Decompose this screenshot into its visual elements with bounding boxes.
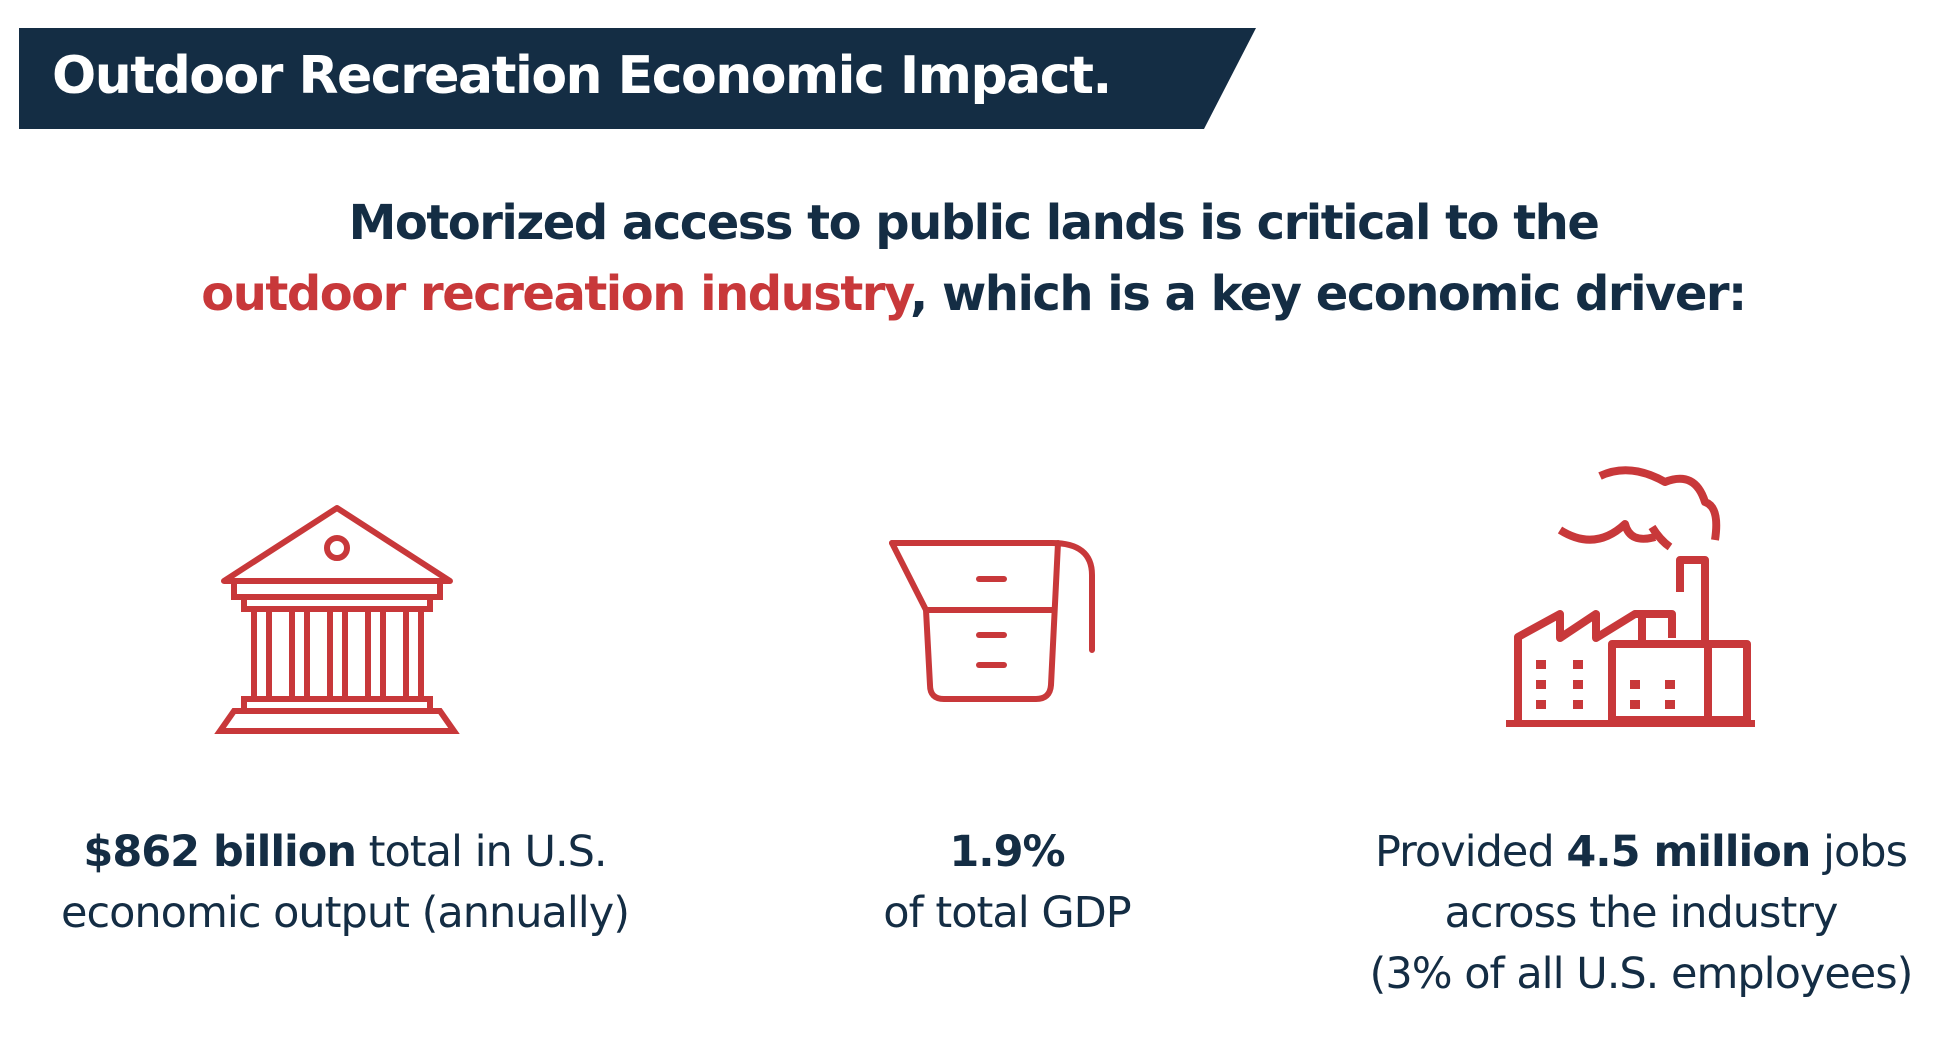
subtitle-highlight: outdoor recreation industry: [201, 266, 911, 322]
stat-value: $862 billion: [83, 827, 357, 877]
stat-line-1: Provided 4.5 million jobs: [1370, 822, 1913, 883]
bank-building-icon: [214, 505, 460, 734]
stat-line-1: 1.9%: [883, 822, 1130, 883]
stat-line-2: across the industry: [1444, 888, 1839, 938]
measuring-cup-icon: [889, 540, 1095, 702]
page-title: Outdoor Recreation Economic Impact.: [52, 46, 1112, 106]
factory-icon: [1506, 466, 1755, 727]
subtitle: Motorized access to public lands is crit…: [0, 188, 1947, 330]
stat-line-2: of total GDP: [883, 888, 1131, 938]
banner-background: [19, 28, 1256, 129]
stat-line-2: economic output (annually): [61, 888, 630, 938]
stat-text: Provided: [1374, 827, 1567, 877]
title-banner: Outdoor Recreation Economic Impact.: [19, 28, 1256, 129]
subtitle-line-2: outdoor recreation industry, which is a …: [0, 259, 1947, 330]
subtitle-rest: , which is a key economic driver:: [910, 266, 1747, 322]
stat-gdp: 1.9% of total GDP: [883, 822, 1131, 944]
stat-economic-output: $862 billion total in U.S. economic outp…: [61, 822, 630, 944]
stat-line-1: $862 billion total in U.S.: [61, 822, 629, 883]
stat-line-3: (3% of all U.S. employees): [1369, 949, 1914, 999]
stat-value: 1.9%: [949, 827, 1065, 877]
stat-text: jobs: [1810, 827, 1908, 877]
stat-text: total in U.S.: [355, 827, 608, 877]
stat-jobs: Provided 4.5 million jobs across the ind…: [1369, 822, 1914, 1005]
stat-value: 4.5 million: [1566, 827, 1811, 877]
subtitle-line-1: Motorized access to public lands is crit…: [348, 195, 1600, 251]
